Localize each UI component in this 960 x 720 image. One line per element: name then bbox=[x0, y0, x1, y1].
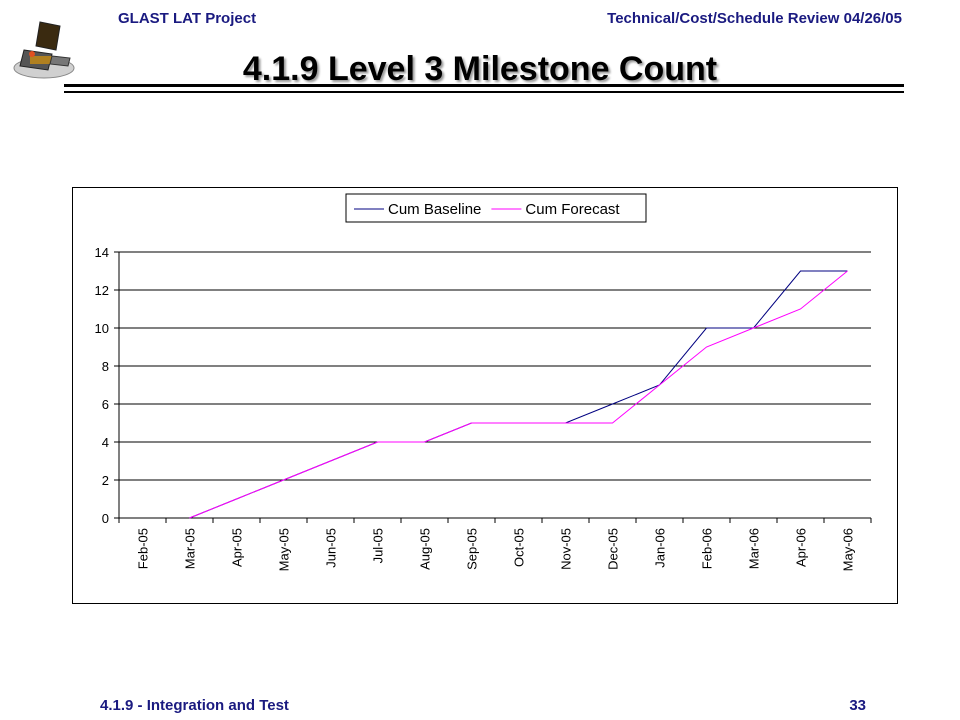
glast-satellite-logo-icon bbox=[13, 21, 75, 79]
header-review: Technical/Cost/Schedule Review 04/26/05 bbox=[607, 10, 902, 27]
footer-section: 4.1.9 - Integration and Test bbox=[100, 697, 289, 714]
y-tick-label: 2 bbox=[102, 473, 109, 488]
x-tick-label: Oct-05 bbox=[512, 528, 527, 567]
header-project: GLAST LAT Project bbox=[118, 10, 257, 27]
x-tick-label: Feb-06 bbox=[700, 528, 715, 569]
x-tick-label: Dec-05 bbox=[606, 528, 621, 570]
x-tick-label: Aug-05 bbox=[418, 528, 433, 570]
y-tick-label: 0 bbox=[102, 511, 109, 526]
chart-series bbox=[189, 270, 848, 519]
series-line-cum-baseline bbox=[189, 270, 848, 519]
x-tick-label: May-06 bbox=[841, 528, 856, 571]
x-tick-label: Jul-05 bbox=[371, 528, 386, 563]
legend-label: Cum Baseline bbox=[388, 201, 481, 218]
title-rule-bottom bbox=[64, 91, 904, 93]
x-tick-label: Apr-05 bbox=[230, 528, 245, 567]
page-number: 33 bbox=[849, 697, 866, 714]
y-tick-label: 4 bbox=[102, 435, 109, 450]
y-tick-label: 12 bbox=[95, 283, 109, 298]
chart-axes bbox=[118, 252, 871, 519]
x-tick-label: Sep-05 bbox=[465, 528, 480, 570]
legend-box bbox=[345, 193, 647, 223]
x-tick-label: Mar-05 bbox=[183, 528, 198, 569]
x-tick-label: May-05 bbox=[277, 528, 292, 571]
x-tick-label: Mar-06 bbox=[747, 528, 762, 569]
series-line-cum-forecast bbox=[189, 270, 848, 519]
y-axis-ticks: 0 2 4 6 8 10 12 14 bbox=[95, 245, 119, 526]
chart-frame: Cum Baseline Cum Forecast 0 2 4 6 8 10 12 14 Feb… bbox=[72, 187, 898, 604]
y-tick-label: 8 bbox=[102, 359, 109, 374]
y-tick-label: 14 bbox=[95, 245, 109, 260]
title-rule-top bbox=[64, 84, 904, 87]
x-tick-label: Jun-05 bbox=[324, 528, 339, 568]
y-tick-label: 6 bbox=[102, 397, 109, 412]
legend-label: Cum Forecast bbox=[525, 201, 620, 218]
x-tick-label: Nov-05 bbox=[559, 528, 574, 570]
x-tick-label: Feb-05 bbox=[136, 528, 151, 569]
y-tick-label: 10 bbox=[95, 321, 109, 336]
x-axis-ticks: Feb-05 Mar-05 Apr-05 May-05 Jun-05 Jul-05 Aug-… bbox=[118, 518, 872, 571]
x-tick-label: Apr-06 bbox=[794, 528, 809, 567]
chart-legend: Cum Baseline Cum Forecast bbox=[345, 193, 647, 223]
page-title: 4.1.9 Level 3 Milestone Count bbox=[242, 50, 718, 88]
x-tick-label: Jan-06 bbox=[653, 528, 668, 568]
milestone-line-chart: Cum Baseline Cum Forecast 0 2 4 6 8 10 12 14 Feb… bbox=[95, 193, 872, 571]
chart-gridlines bbox=[119, 251, 871, 481]
